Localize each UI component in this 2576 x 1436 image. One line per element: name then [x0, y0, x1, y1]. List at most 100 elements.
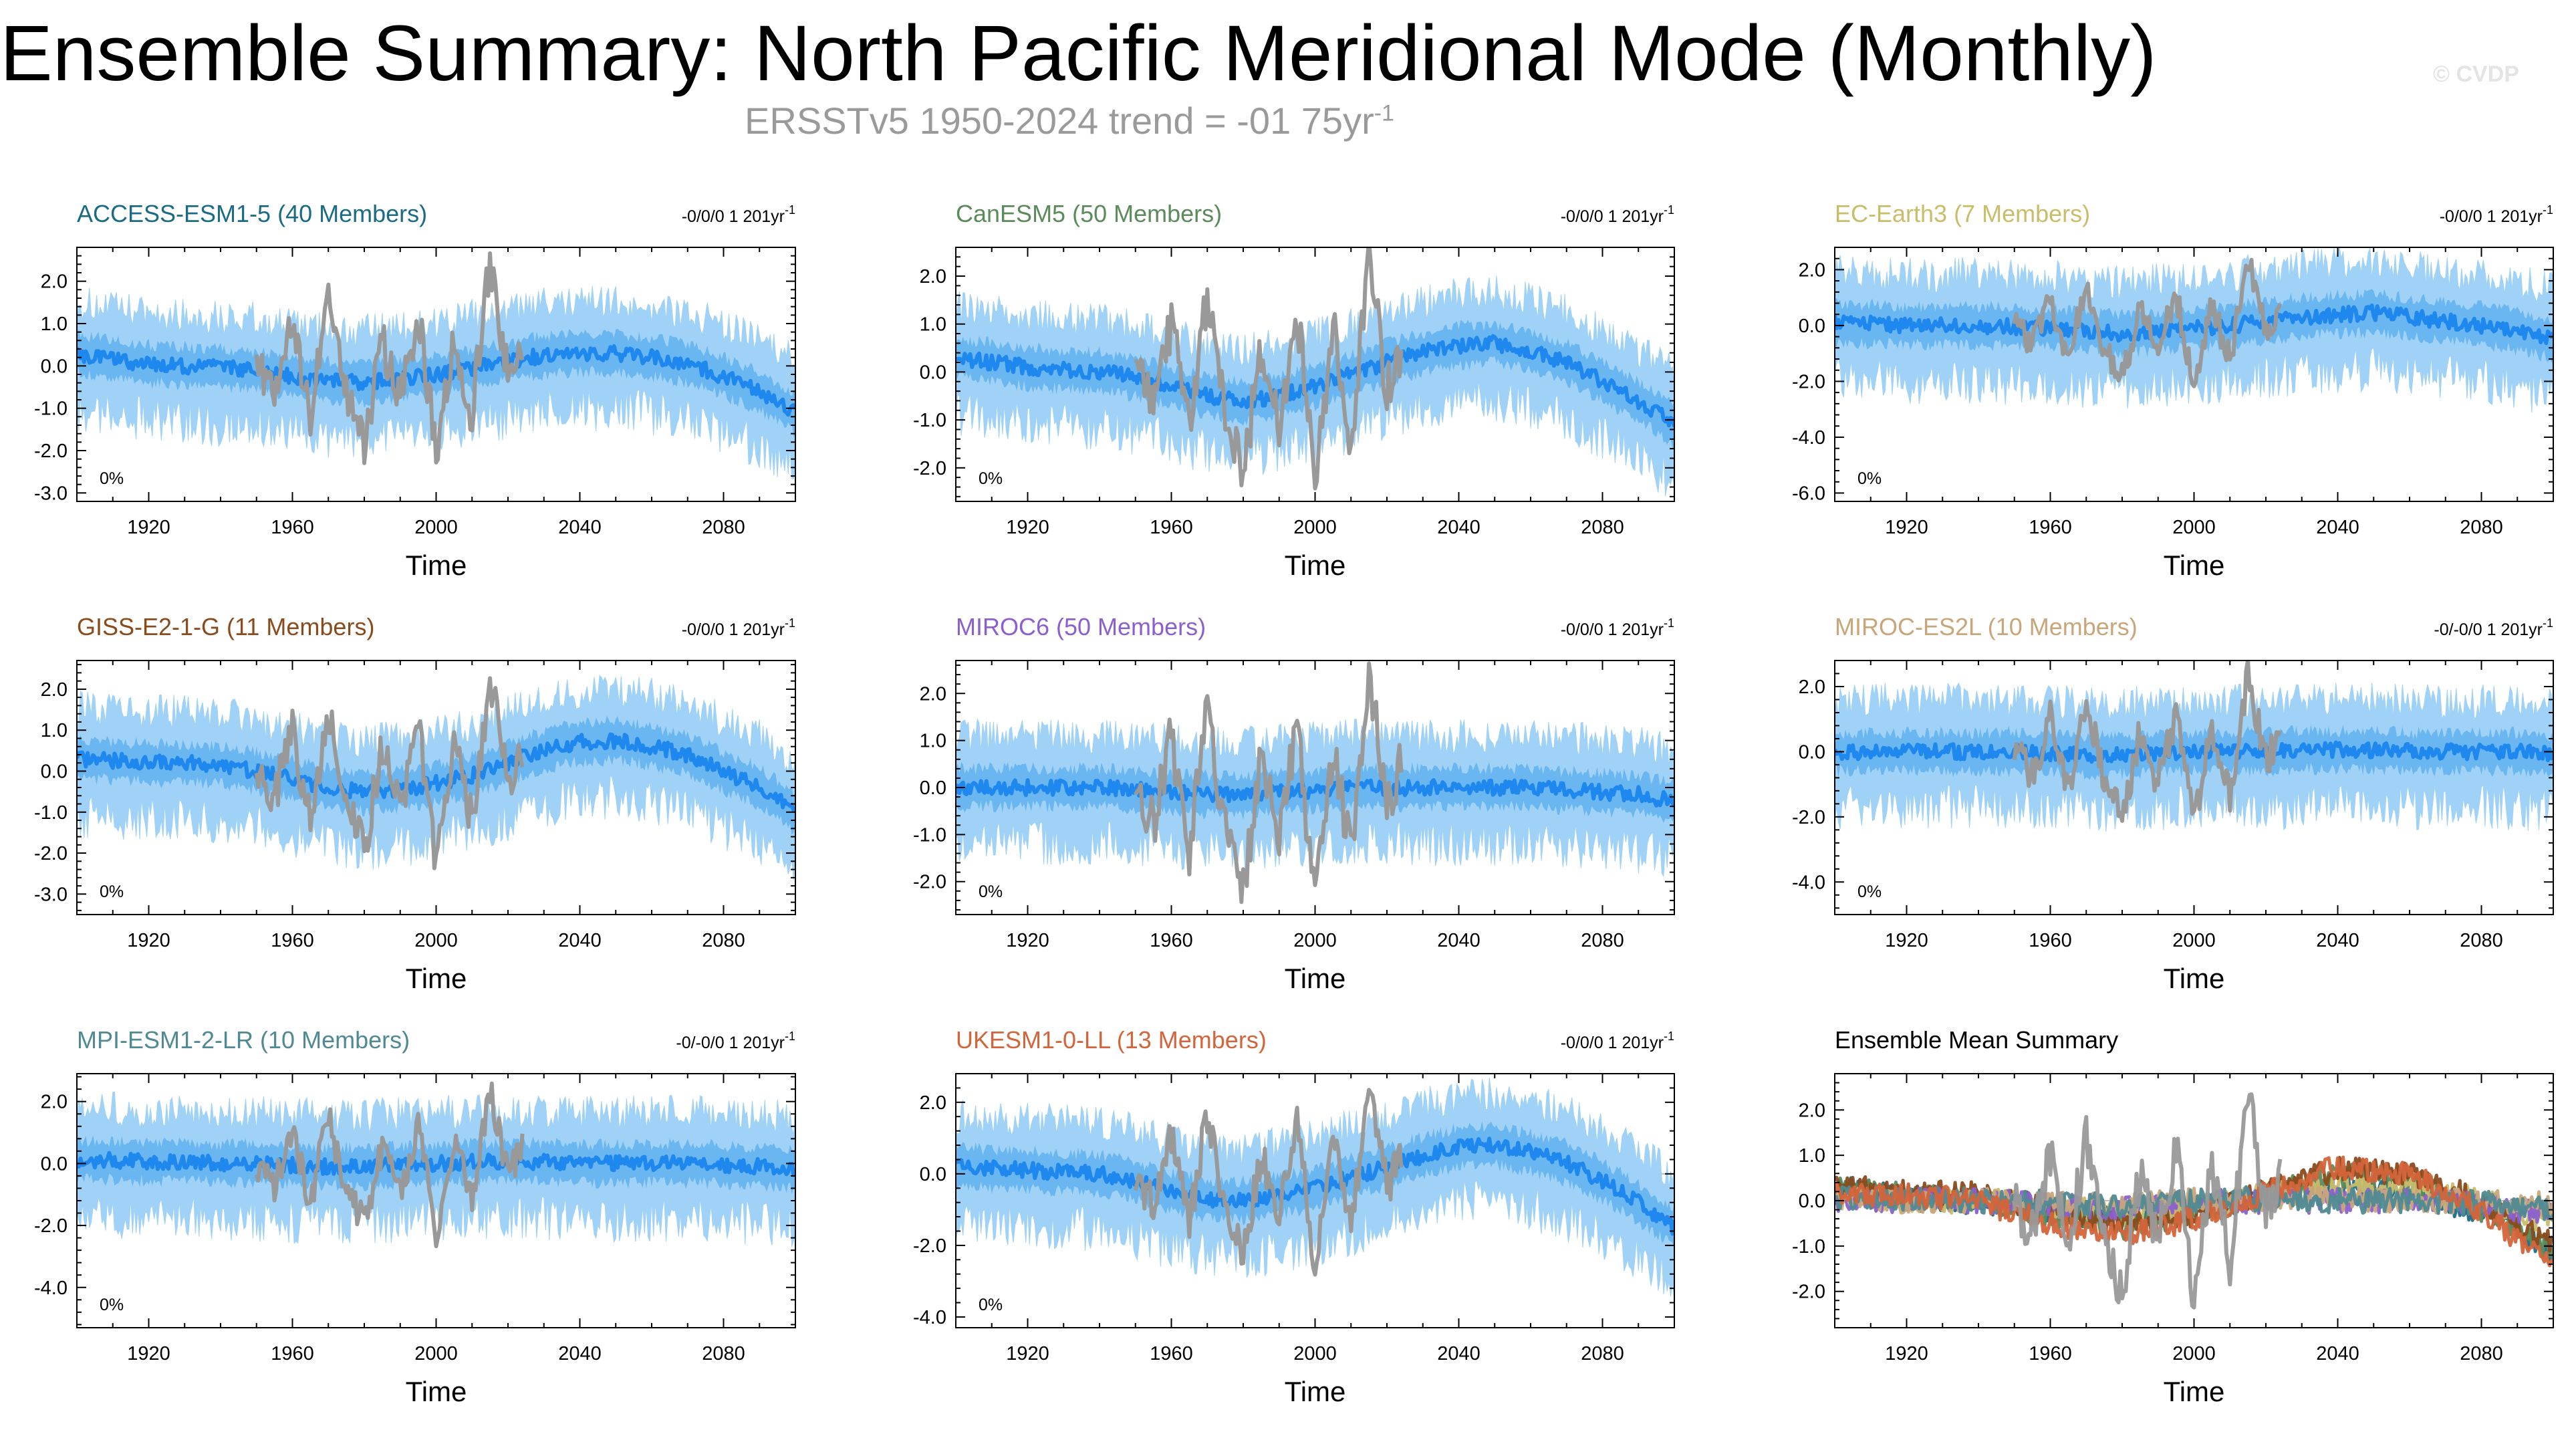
- y-tick-label: 2.0: [41, 1092, 68, 1113]
- observations-line: [254, 676, 525, 870]
- y-tick-label: 0.0: [920, 777, 946, 799]
- y-tick-label: 2.0: [1799, 677, 1825, 698]
- y-tick-label: -1.0: [34, 398, 68, 420]
- observations-line: [1134, 247, 1404, 491]
- x-axis-title: Time: [2164, 1376, 2225, 1407]
- x-tick-label: 2040: [2316, 517, 2359, 538]
- y-tick-label: -2.0: [913, 458, 946, 479]
- trend-label: -0/0/0 1 201yr-1: [1561, 203, 1674, 226]
- y-tick-label: -2.0: [913, 1235, 946, 1257]
- trend-exponent: -1: [785, 1030, 795, 1043]
- x-tick-label: 2040: [558, 1343, 602, 1364]
- series-line-ukesm1-0-ll: [1835, 1155, 2553, 1268]
- plot-area: [77, 1081, 795, 1249]
- y-tick-label: 2.0: [1799, 259, 1825, 281]
- x-tick-label: 1960: [1150, 517, 1193, 538]
- y-tick-label: -3.0: [34, 884, 68, 905]
- y-tick-label: -2.0: [1792, 371, 1825, 392]
- y-tick-label: 1.0: [920, 314, 946, 336]
- observations-line: [254, 1081, 525, 1249]
- trend-exponent: -1: [1664, 1030, 1674, 1043]
- trend-label: -0/0/0 1 201yr-1: [682, 203, 795, 226]
- x-axis-title: Time: [1285, 550, 1346, 581]
- y-tick-label: 0.0: [41, 356, 68, 377]
- x-tick-label: 2080: [702, 1343, 745, 1364]
- x-tick-label: 2000: [1293, 517, 1337, 538]
- panel-6: MPI-ESM1-2-LR (10 Members) -0/-0/0 1 201y…: [34, 1026, 796, 1407]
- y-tick-label: 2.0: [920, 1092, 946, 1114]
- percent-label: 0%: [100, 1296, 124, 1314]
- percent-label: 0%: [1857, 469, 1882, 488]
- x-tick-label: 1960: [1150, 930, 1193, 951]
- ensemble-mean-line: [956, 1136, 1674, 1236]
- trend-exponent: -1: [1664, 203, 1674, 217]
- y-tick-label: -2.0: [913, 872, 946, 893]
- y-tick-label: 0.0: [920, 1164, 946, 1185]
- panel-0: ACCESS-ESM1-5 (40 Members) -0/0/0 1 201yr…: [34, 200, 796, 581]
- y-tick-label: 1.0: [920, 731, 946, 752]
- x-tick-label: 2000: [414, 1343, 458, 1364]
- trend-exponent: -1: [2543, 616, 2553, 630]
- observations-line: [1134, 661, 1404, 905]
- y-tick-label: 0.0: [1799, 1191, 1825, 1212]
- panel-5: MIROC-ES2L (10 Members) -0/-0/0 1 201yr-1…: [1792, 613, 2554, 994]
- panel-title: UKESM1-0-LL (13 Members): [956, 1026, 1267, 1054]
- plot-area: [1835, 247, 2553, 413]
- x-tick-label: 1920: [1006, 517, 1049, 538]
- panel-title: EC-Earth3 (7 Members): [1835, 200, 2090, 227]
- x-tick-label: 2000: [414, 517, 458, 538]
- plot-area: [77, 251, 795, 479]
- panel-title: MPI-ESM1-2-LR (10 Members): [77, 1026, 410, 1054]
- plot-area: [1835, 1092, 2553, 1310]
- subtitle-exponent: -1: [1374, 100, 1394, 126]
- panel-title: CanESM5 (50 Members): [956, 200, 1222, 227]
- x-tick-label: 2040: [2316, 1343, 2359, 1364]
- y-tick-label: -3.0: [34, 483, 68, 504]
- panel-title: Ensemble Mean Summary: [1835, 1026, 2118, 1054]
- y-tick-label: -1.0: [913, 410, 946, 431]
- y-tick-label: -2.0: [34, 441, 68, 462]
- percent-label: 0%: [100, 882, 124, 901]
- x-tick-label: 1920: [1885, 930, 1928, 951]
- ensemble-mean-line: [956, 334, 1674, 428]
- x-axis-title: Time: [406, 963, 467, 994]
- y-tick-label: 1.0: [41, 720, 68, 741]
- plot-area: [77, 675, 795, 880]
- x-tick-label: 1960: [271, 930, 314, 951]
- y-tick-label: 2.0: [1799, 1100, 1825, 1121]
- trend-label: -0/-0/0 1 201yr-1: [2434, 616, 2553, 639]
- observations-line: [2012, 661, 2283, 823]
- x-axis-title: Time: [2164, 550, 2225, 581]
- y-tick-label: -4.0: [1792, 427, 1825, 449]
- y-tick-label: 1.0: [1799, 1145, 1825, 1167]
- x-tick-label: 2000: [2172, 930, 2216, 951]
- trend-label: -0/0/0 1 201yr-1: [682, 616, 795, 639]
- trend-label: -0/-0/0 1 201yr-1: [676, 1030, 795, 1052]
- percent-label: 0%: [979, 469, 1003, 488]
- ensemble-mean-line: [1835, 740, 2553, 764]
- ensemble-mean-line: [77, 732, 795, 814]
- y-tick-label: 0.0: [920, 362, 946, 383]
- ensemble-mean-line: [956, 777, 1674, 808]
- panel-title: ACCESS-ESM1-5 (40 Members): [77, 200, 427, 227]
- y-tick-label: -2.0: [1792, 807, 1825, 828]
- x-tick-label: 1960: [2029, 517, 2072, 538]
- y-tick-label: 0.0: [1799, 741, 1825, 763]
- panel-8: Ensemble Mean Summary 1920 1960 2000 2040 208…: [1792, 1026, 2554, 1407]
- x-tick-label: 2080: [1581, 930, 1624, 951]
- x-tick-label: 1920: [127, 930, 170, 951]
- y-tick-label: -4.0: [34, 1278, 68, 1299]
- panel-title: GISS-E2-1-G (11 Members): [77, 613, 374, 640]
- x-tick-label: 1920: [1885, 517, 1928, 538]
- figure-title: Ensemble Summary: North Pacific Meridion…: [0, 9, 2157, 98]
- x-tick-label: 2040: [1437, 517, 1480, 538]
- trend-exponent: -1: [2543, 203, 2553, 217]
- y-tick-label: 0.0: [41, 761, 68, 782]
- plot-area: [1835, 661, 2553, 832]
- ensemble-mean-line: [77, 1151, 795, 1177]
- observations-line: [1133, 1088, 1404, 1277]
- panel-7: UKESM1-0-LL (13 Members) -0/0/0 1 201yr-1…: [913, 1026, 1675, 1407]
- x-tick-label: 1960: [271, 1343, 314, 1364]
- x-tick-label: 1920: [1006, 930, 1049, 951]
- trend-exponent: -1: [1664, 616, 1674, 630]
